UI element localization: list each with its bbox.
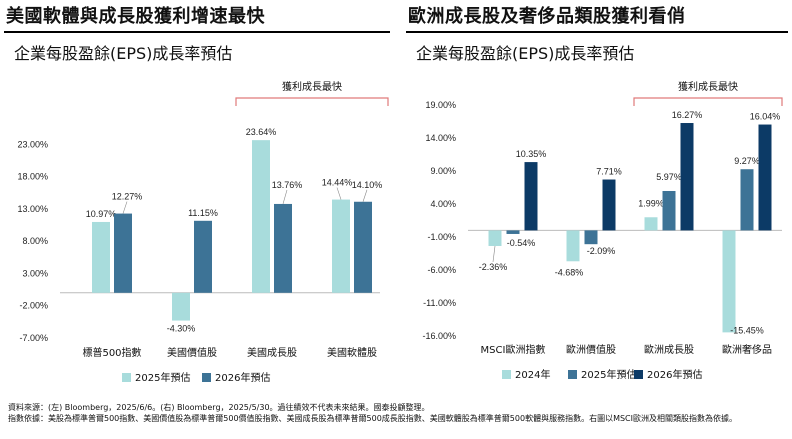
bar: [524, 162, 538, 231]
legend-label: 2025年預估: [135, 371, 190, 384]
data-label: -15.45%: [730, 325, 764, 335]
data-label: 14.44%: [322, 178, 353, 188]
left-chart-title: 美國軟體與成長股獲利增速最快: [6, 6, 265, 27]
data-label: 10.97%: [86, 209, 117, 219]
y-tick-label: -2.00%: [19, 301, 48, 311]
y-tick-label: -6.00%: [427, 265, 456, 275]
label-leader-line: [362, 189, 368, 202]
legend-swatch: [122, 373, 131, 382]
bar: [172, 292, 190, 321]
y-tick-label: 14.00%: [425, 133, 456, 143]
label-leader-line: [336, 187, 342, 200]
highlight-bracket: [235, 97, 389, 106]
data-label: 11.15%: [188, 208, 218, 218]
x-category-label: 標普500指數: [82, 346, 141, 359]
bar: [354, 201, 372, 293]
legend-label: 2025年預估: [581, 368, 636, 381]
data-label: 16.04%: [750, 112, 781, 122]
highlight-label: 獲利成長最快: [678, 80, 738, 93]
x-category-label: MSCI歐洲指數: [481, 343, 546, 356]
bar: [114, 213, 132, 293]
data-label: 16.27%: [672, 110, 703, 120]
y-tick-label: 9.00%: [430, 166, 456, 176]
data-label: 12.27%: [112, 192, 143, 202]
bar: [92, 221, 110, 293]
bar: [758, 124, 772, 231]
legend-label: 2026年預估: [215, 371, 270, 384]
y-tick-label: 19.00%: [425, 100, 456, 110]
legend-swatch: [502, 370, 511, 379]
y-tick-label: -1.00%: [427, 232, 456, 242]
y-tick-label: 4.00%: [430, 199, 456, 209]
data-label: -4.30%: [167, 324, 196, 334]
data-label: 1.99%: [638, 198, 664, 208]
x-category-label: 美國成長股: [247, 346, 297, 359]
right-chart-title: 歐洲成長股及奢侈品類股獲利看俏: [408, 6, 686, 27]
legend-swatch: [202, 373, 211, 382]
label-leader-line: [492, 245, 496, 263]
bar: [602, 179, 616, 231]
bar: [584, 230, 598, 245]
data-label: -2.36%: [479, 262, 508, 272]
bar: [740, 169, 754, 231]
bar: [680, 123, 694, 231]
bar: [194, 220, 212, 293]
y-tick-label: 3.00%: [22, 268, 48, 278]
data-label: -2.09%: [587, 246, 616, 256]
data-label: 7.71%: [596, 167, 622, 177]
right-bar-chart: -16.00% -11.00% -6.00% -1.00% 4.00% 9.00% 14.0…: [422, 80, 783, 381]
label-leader-line: [122, 201, 128, 214]
y-tick-label: 13.00%: [17, 204, 48, 214]
left-title-divider: [4, 31, 390, 33]
data-label: 13.76%: [272, 180, 303, 190]
y-tick-label: 8.00%: [22, 236, 48, 246]
bar: [566, 230, 580, 262]
x-category-label: 美國軟體股: [327, 346, 377, 359]
charts-canvas: -7.00% -2.00% 3.00% 8.00% 13.00% 18.00% 23.00%…: [17, 80, 783, 384]
y-tick-label: -11.00%: [423, 298, 456, 308]
bar: [332, 199, 350, 293]
x-category-label: 歐洲價值股: [566, 343, 616, 356]
y-tick-label: -16.00%: [422, 331, 456, 341]
data-label: -0.54%: [507, 238, 536, 248]
bar: [644, 217, 658, 231]
label-leader-line: [282, 189, 288, 205]
legend-label: 2026年預估: [647, 368, 702, 381]
data-label: 23.64%: [246, 127, 277, 137]
bar: [274, 203, 292, 293]
right-title-divider: [406, 31, 788, 33]
y-tick-label: -7.00%: [19, 333, 48, 343]
legend-label: 2024年: [515, 368, 550, 381]
legend-swatch: [568, 370, 577, 379]
right-chart-subtitle: 企業每股盈餘(EPS)成長率預估: [416, 44, 635, 63]
x-category-label: 美國價值股: [167, 346, 217, 359]
x-category-label: 歐洲奢侈品: [722, 343, 772, 356]
data-label: 5.97%: [656, 172, 682, 182]
highlight-label: 獲利成長最快: [282, 80, 342, 93]
left-bar-chart: -7.00% -2.00% 3.00% 8.00% 13.00% 18.00% 23.00%…: [17, 80, 389, 384]
left-chart-subtitle: 企業每股盈餘(EPS)成長率預估: [14, 44, 233, 63]
data-label: -4.68%: [555, 267, 584, 277]
y-tick-label: 18.00%: [17, 172, 48, 182]
source-line-2: 指數依據：美股為標準普爾500指數、美國價值股為標準普爾500價值股指數、美國成…: [8, 414, 737, 423]
bar: [662, 190, 676, 231]
legend-swatch: [634, 370, 643, 379]
bar: [722, 230, 736, 333]
bar: [252, 140, 270, 293]
source-line-1: 資料來源：(左) Bloomberg，2025/6/6。(右) Bloomber…: [8, 403, 430, 412]
y-tick-label: 23.00%: [17, 139, 48, 149]
bar: [488, 230, 502, 246]
x-category-label: 歐洲成長股: [644, 343, 694, 356]
data-label: 10.35%: [516, 149, 547, 159]
data-label: 14.10%: [352, 180, 383, 190]
bar: [506, 230, 520, 234]
highlight-bracket: [633, 97, 783, 106]
data-label: 9.27%: [734, 156, 760, 166]
source-note: 資料來源：(左) Bloomberg，2025/6/6。(右) Bloomber…: [8, 402, 788, 424]
